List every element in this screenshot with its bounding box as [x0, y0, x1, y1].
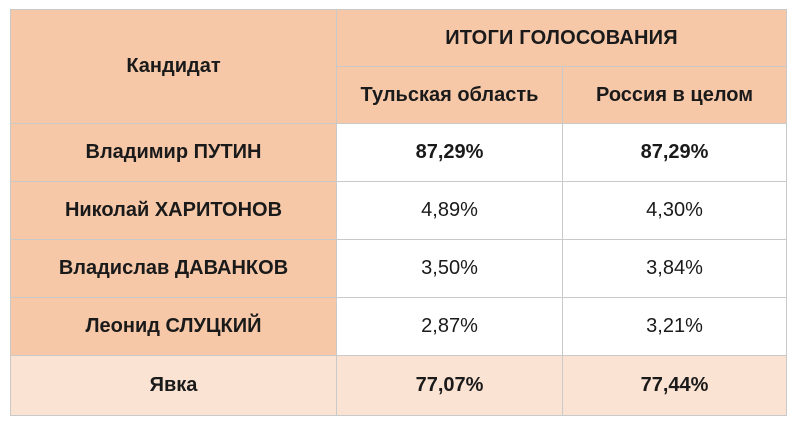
- region-value: 4,89%: [336, 181, 563, 240]
- region-column-header: Тульская область: [336, 66, 563, 124]
- candidate-column-header: Кандидат: [10, 9, 337, 124]
- candidate-name: Николай ХАРИТОНОВ: [10, 181, 337, 240]
- russia-value: 3,21%: [561, 297, 788, 356]
- candidate-name: Владислав ДАВАНКОВ: [10, 239, 337, 298]
- subheader-row: Тульская область Россия в целом: [11, 66, 788, 124]
- region-value: 3,50%: [336, 239, 563, 298]
- table-row: Николай ХАРИТОНОВ 4,89% 4,30%: [10, 181, 788, 240]
- turnout-region-value: 77,07%: [336, 355, 563, 416]
- turnout-label: Явка: [10, 355, 337, 416]
- header-row: Кандидат ИТОГИ ГОЛОСОВАНИЯ: [10, 9, 788, 124]
- region-value: 87,29%: [336, 123, 563, 182]
- results-group-header: ИТОГИ ГОЛОСОВАНИЯ: [335, 9, 788, 67]
- table-row: Владислав ДАВАНКОВ 3,50% 3,84%: [10, 239, 788, 298]
- russia-column-header: Россия в целом: [561, 66, 788, 124]
- voting-results-table: Кандидат ИТОГИ ГОЛОСОВАНИЯ Тульская обла…: [10, 9, 788, 416]
- table-row: Леонид СЛУЦКИЙ 2,87% 3,21%: [10, 297, 788, 356]
- russia-value: 4,30%: [561, 181, 788, 240]
- turnout-row: Явка 77,07% 77,44%: [10, 355, 788, 416]
- turnout-russia-value: 77,44%: [561, 355, 788, 416]
- candidate-name: Владимир ПУТИН: [10, 123, 337, 182]
- region-value: 2,87%: [336, 297, 563, 356]
- candidate-name: Леонид СЛУЦКИЙ: [10, 297, 337, 356]
- russia-value: 3,84%: [561, 239, 788, 298]
- table-row: Владимир ПУТИН 87,29% 87,29%: [10, 123, 788, 182]
- russia-value: 87,29%: [561, 123, 788, 182]
